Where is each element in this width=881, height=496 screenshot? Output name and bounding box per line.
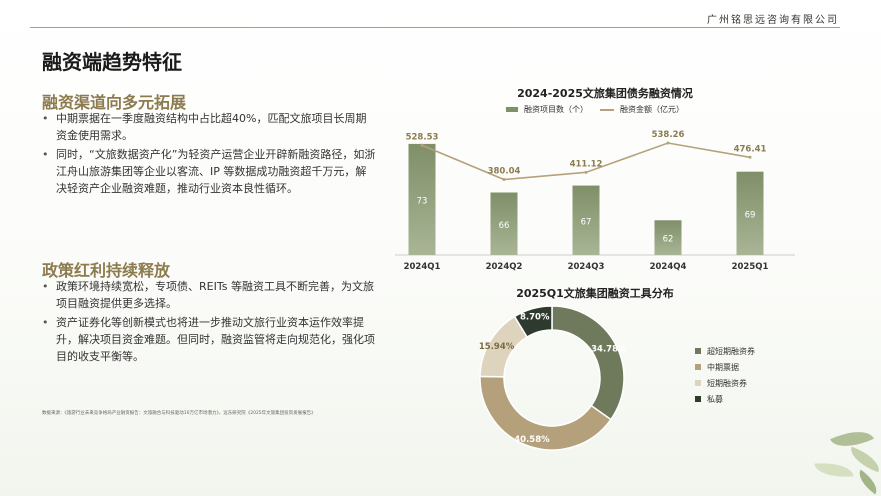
pie-legend-swatch: [695, 348, 701, 354]
line-value-label: 476.41: [734, 144, 767, 154]
bar-chart-title: 2024-2025文旅集团债务融资情况: [517, 87, 693, 100]
bar: [490, 192, 518, 255]
bullet-item: 政策环境持续宽松，专项债、REITs 等融资工具不断完善，为文旅项目融资提供更多…: [42, 278, 377, 312]
x-tick-label: 2024Q1: [404, 262, 441, 272]
pie-legend-item: 中期票据: [695, 359, 755, 375]
x-tick-label: 2024Q3: [568, 262, 605, 272]
pie-legend-item: 私募: [695, 391, 755, 407]
pie-legend-label: 私募: [707, 394, 723, 404]
pie-legend-swatch: [695, 380, 701, 386]
legend-line-label: 融资金额（亿元）: [620, 105, 684, 114]
pie-slice: [513, 305, 553, 339]
pie-legend-swatch: [695, 396, 701, 402]
x-tick-label: 2024Q2: [486, 262, 523, 272]
bar: [408, 143, 436, 255]
bar: [736, 171, 764, 255]
section-1-bullets: 中期票据在一季度融资结构中占比超40%，匹配文旅项目长周期资金使用需求。 同时，…: [42, 110, 377, 199]
pie-chart: 34.78% 40.58% 15.94% 8.70%: [479, 305, 627, 451]
bar-value-label: 73: [417, 196, 428, 206]
bar-value-label: 62: [663, 235, 674, 245]
pie-legend-label: 超短期融资券: [707, 346, 755, 356]
pie-value-label: 40.58%: [514, 435, 550, 445]
line-point: [666, 141, 670, 145]
bar: [654, 220, 682, 255]
legend-line-swatch: [600, 108, 614, 111]
bar-value-label: 69: [745, 210, 756, 220]
line-point: [420, 143, 424, 147]
line-point: [584, 170, 588, 174]
bar: [572, 185, 600, 255]
section-2-bullets: 政策环境持续宽松，专项债、REITs 等融资工具不断完善，为文旅项目融资提供更多…: [42, 278, 377, 367]
pie-legend-item: 超短期融资券: [695, 343, 755, 359]
bullet-item: 资产证券化等创新模式也将进一步推动文旅行业资本运作效率提升，解决项目资金难题。但…: [42, 314, 377, 365]
legend-bar-label: 融资项目数（个）: [524, 105, 588, 114]
line-point: [748, 155, 752, 159]
pie-value-label: 15.94%: [479, 342, 515, 352]
company-name: 广州铭思远咨询有限公司: [707, 15, 839, 26]
x-tick-label: 2025Q1: [732, 262, 769, 272]
header-rule: [30, 27, 840, 28]
x-tick-label: 2024Q4: [650, 262, 687, 272]
bar-value-label: 67: [581, 217, 592, 227]
line-point: [502, 178, 506, 182]
page-title: 融资端趋势特征: [42, 50, 182, 74]
bullet-item: 中期票据在一季度融资结构中占比超40%，匹配文旅项目长周期资金使用需求。: [42, 110, 377, 144]
line-value-label: 538.26: [652, 130, 685, 140]
bar-chart: 73 2024Q1 66 2024Q2 67 2024Q3 62 2024Q4 69 2025Q1…: [395, 130, 795, 272]
line-value-label: 380.04: [488, 167, 521, 177]
bullet-item: 同时，“文旅数据资产化”为轻资产运营企业开辟新融资路径，如浙江舟山旅游集团等企业…: [42, 146, 377, 197]
pie-value-label: 8.70%: [520, 312, 550, 322]
bar-chart-legend: 融资项目数（个） 融资金额（亿元）: [506, 104, 684, 115]
data-source: 数据来源：《旅游行业未来竞争格局产业融资报告：文旅融合与科技驱动10万亿市场潜力…: [42, 411, 316, 416]
legend-bar-swatch: [506, 107, 518, 112]
line-value-label: 411.12: [570, 159, 603, 169]
section-1-title: 融资渠道向多元拓展: [42, 93, 187, 112]
pie-legend-label: 中期票据: [707, 362, 739, 372]
pie-chart-legend: 超短期融资券 中期票据短期融资券私募: [695, 343, 755, 407]
pie-slice: [551, 305, 625, 421]
section-2-title: 政策红利持续释放: [42, 261, 171, 280]
pie-legend-swatch: [695, 364, 701, 370]
pie-legend-label: 短期融资券: [707, 378, 747, 388]
pie-value-label: 34.78%: [591, 345, 627, 355]
line-value-label: 528.53: [406, 132, 439, 142]
pie-chart-title: 2025Q1文旅集团融资工具分布: [516, 287, 674, 300]
pie-legend-item: 短期融资券: [695, 375, 755, 391]
bar-value-label: 66: [499, 221, 510, 231]
